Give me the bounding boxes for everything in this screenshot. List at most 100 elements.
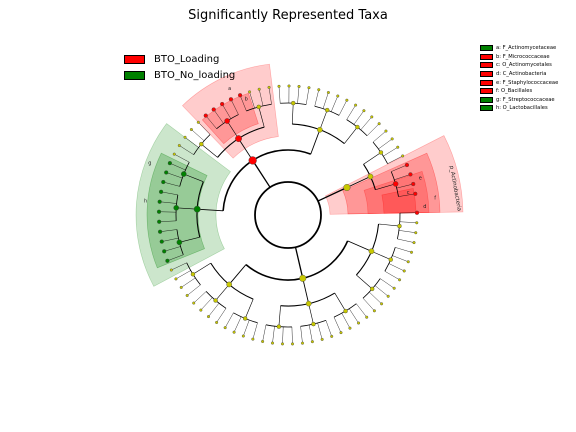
taxon-node: [173, 205, 180, 211]
taxon-node: [355, 124, 360, 130]
branch: [163, 181, 180, 187]
clade-shading-layer: [135, 63, 464, 287]
taxon-node: [401, 154, 405, 158]
taxon-node: [370, 115, 374, 119]
taxon-node: [196, 120, 200, 124]
branch: [193, 291, 207, 304]
branch: [197, 208, 224, 212]
branch: [278, 305, 281, 327]
taxon-node: [307, 86, 311, 90]
taxon-node: [305, 300, 312, 307]
taxon-node: [237, 93, 243, 98]
branch: [369, 291, 382, 304]
taxon-node: [343, 184, 351, 192]
branch: [375, 183, 396, 191]
branch: [387, 155, 403, 164]
branch: [171, 262, 187, 271]
branch: [395, 247, 412, 253]
branch: [317, 186, 348, 202]
taxon-node: [357, 321, 361, 325]
branch: [398, 193, 416, 197]
branch: [221, 103, 231, 119]
branch: [319, 109, 328, 130]
branch: [341, 313, 351, 329]
taxon-node: [159, 239, 164, 244]
branch: [356, 274, 373, 290]
taxon-node: [317, 88, 321, 92]
branch: [161, 237, 179, 242]
taxon-node: [406, 260, 410, 264]
branch: [388, 263, 405, 272]
key-legend-item: f: O_Bacillales: [480, 87, 558, 96]
clade-label: c: [407, 190, 410, 196]
branch: [331, 95, 338, 112]
taxon-node: [267, 85, 271, 89]
branch: [333, 317, 342, 333]
branch: [363, 152, 382, 165]
taxon-node: [336, 94, 340, 98]
clade-shade: [325, 135, 464, 215]
key-legend-swatch: [480, 71, 493, 78]
branch: [272, 326, 275, 344]
key-legend-item: d: C_Actinobacteria: [480, 70, 558, 79]
branch: [356, 303, 367, 318]
taxon-node: [199, 141, 204, 147]
key-legend-swatch: [480, 88, 493, 95]
clade-label: a: [228, 86, 231, 92]
taxon-node: [179, 285, 183, 289]
branch: [278, 86, 281, 104]
root-ring: [254, 181, 322, 249]
branch: [164, 246, 181, 252]
branch: [215, 284, 230, 301]
taxon-node: [172, 152, 176, 156]
taxon-node: [311, 321, 316, 327]
taxon-node: [226, 281, 232, 288]
taxon-node: [242, 316, 248, 321]
clade-label: e: [419, 176, 422, 182]
branch: [159, 220, 177, 222]
taxon-node: [161, 179, 166, 185]
branch: [362, 298, 375, 311]
taxon-node: [396, 145, 400, 149]
taxon-node: [343, 308, 348, 314]
clade-label: g: [148, 161, 151, 167]
branch: [308, 303, 314, 325]
key-legend-label: c: O_Actinomycetales: [496, 62, 552, 69]
branch: [394, 174, 411, 180]
key-legend-item: c: O_Actinomycetales: [480, 61, 558, 70]
taxon-node: [193, 205, 201, 213]
branch: [258, 106, 265, 128]
taxon-node: [203, 113, 208, 118]
taxon-node: [320, 337, 324, 341]
taxon-node: [386, 294, 390, 298]
taxon-node: [157, 219, 162, 224]
taxon-node: [326, 90, 330, 94]
branch: [398, 230, 416, 233]
taxon-node: [167, 161, 172, 166]
taxon-node: [190, 272, 196, 277]
branch: [383, 147, 398, 157]
taxon-node: [165, 258, 170, 263]
branch: [384, 271, 400, 280]
key-legend-item: h: O_Lactobacillales: [480, 104, 558, 113]
branch: [230, 99, 239, 115]
taxon-node: [232, 330, 236, 334]
taxon-node: [177, 143, 181, 147]
branch: [305, 87, 310, 105]
key-legend-label: h: O_Lactobacillales: [496, 105, 548, 112]
branch: [392, 255, 409, 262]
legend-swatch-loading: [124, 54, 145, 64]
branch: [347, 240, 372, 252]
branch: [243, 320, 250, 337]
taxon-node: [392, 181, 399, 187]
branch: [300, 326, 303, 344]
key-legend-swatch: [480, 105, 493, 112]
taxon-node: [228, 97, 234, 102]
taxon-node: [362, 109, 366, 113]
legend-swatch-no-loading: [124, 70, 145, 80]
taxon-node: [280, 342, 284, 346]
branch: [314, 89, 319, 107]
branch: [184, 137, 199, 148]
clade-shade: [342, 152, 441, 215]
taxon-node: [256, 104, 261, 110]
